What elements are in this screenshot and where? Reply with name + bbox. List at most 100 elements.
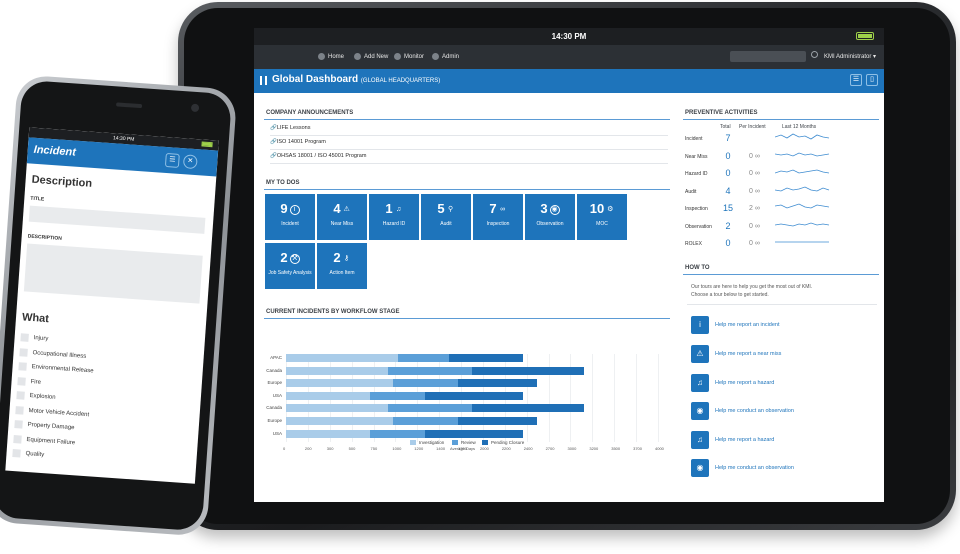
nav-home-label: Home	[328, 53, 345, 60]
checkbox-option[interactable]: Motor Vehicle Accident	[15, 405, 89, 419]
howto-item[interactable]: ⚠ Help me report a near miss	[691, 345, 879, 367]
row-total: 0	[725, 150, 731, 161]
bar-row	[286, 366, 584, 375]
todo-tile-moc[interactable]: 10 ⚙ MOC	[577, 194, 627, 240]
search-input[interactable]	[730, 51, 806, 62]
checkbox[interactable]	[20, 333, 29, 342]
x-tick-label: 3000	[567, 446, 577, 452]
user-menu[interactable]: KMI Administrator ▾	[823, 54, 876, 60]
preventive-row[interactable]: Incident 7	[685, 130, 884, 147]
checkbox[interactable]	[12, 449, 21, 458]
bar-segment-review	[369, 391, 426, 400]
tile-label: Incident	[281, 221, 299, 227]
checkbox-option[interactable]: Fire	[17, 376, 41, 387]
row-per-incident: 0 ∞	[749, 240, 760, 247]
preventive-row[interactable]: Hazard ID 0 0 ∞	[685, 165, 884, 182]
menu-button[interactable]: ☰	[850, 74, 862, 86]
row-total: 0	[725, 168, 731, 178]
checkbox[interactable]	[17, 376, 26, 386]
howto-intro: Our tours are here to help you get the m…	[691, 284, 813, 290]
x-tick-label: 750	[370, 446, 378, 452]
nav-monitor-label: Monitor	[404, 53, 425, 60]
admin-icon	[432, 53, 439, 60]
bar-segment-pending-closure	[425, 391, 524, 400]
title-label: TITLE	[30, 195, 45, 203]
menu-button[interactable]: ☰	[164, 152, 180, 168]
bar-segment-investigation	[286, 391, 370, 400]
sparkline-path	[775, 186, 830, 191]
book-button[interactable]: ▯	[866, 74, 878, 86]
howto-label: Help me report an incident	[715, 322, 780, 328]
todo-tile-audit[interactable]: 5 ⚲ Audit	[421, 194, 471, 240]
description-textarea[interactable]	[23, 243, 203, 304]
announcement-item[interactable]: 🔗LIFE Lessons	[270, 122, 668, 136]
grid-line	[658, 354, 659, 443]
checkbox[interactable]	[14, 420, 23, 429]
nav-admin[interactable]: Admin	[432, 53, 459, 60]
preventive-row[interactable]: Inspection 15 2 ∞	[685, 200, 884, 217]
divider	[264, 119, 670, 120]
todo-tile-hazard-id[interactable]: 1 ♫ Hazard ID	[369, 194, 419, 240]
howto-item[interactable]: ♫ Help me report a hazard	[691, 374, 879, 396]
nav-monitor[interactable]: Monitor	[394, 53, 424, 60]
checkbox[interactable]	[13, 434, 22, 444]
bar-row	[286, 429, 524, 438]
bar-segment-pending-closure	[458, 379, 538, 388]
tile-label: MOC	[596, 221, 608, 227]
x-tick-label: 1200	[414, 446, 424, 452]
sparkline	[775, 241, 829, 243]
checkbox-option[interactable]: Occupational Illness	[19, 347, 86, 361]
speaker	[115, 102, 143, 109]
preventive-row[interactable]: Near Miss 0 0 ∞	[685, 148, 884, 165]
howto-item[interactable]: ◉ Help me conduct an observation	[691, 459, 879, 481]
preventive-row[interactable]: Audit 4 0 ∞	[685, 183, 884, 200]
howto-item[interactable]: ◉ Help me conduct an observation	[691, 402, 879, 424]
legend-swatch	[482, 440, 488, 445]
preventive-row[interactable]: Observation 2 0 ∞	[685, 218, 884, 235]
checkbox[interactable]	[19, 347, 28, 357]
close-button[interactable]: ✕	[182, 154, 198, 170]
checkbox[interactable]	[18, 362, 27, 371]
info-icon: i	[691, 316, 709, 334]
announcement-item[interactable]: 🔗ISO 14001 Program	[270, 136, 668, 150]
todo-tile-job-safety-analysis[interactable]: 2 ⚒ Job Safety Analysis	[265, 243, 315, 289]
grid-line	[570, 354, 572, 443]
nav-home[interactable]: Home	[318, 53, 344, 60]
bar-segment-investigation	[286, 429, 370, 438]
bar-segment-investigation	[286, 354, 398, 362]
todo-tile-observation[interactable]: 3 ◉ Observation	[525, 194, 575, 240]
title-input[interactable]	[28, 205, 206, 234]
checkbox-option[interactable]: Equipment Failure	[13, 434, 75, 447]
battery-icon	[856, 32, 874, 40]
announcement-item[interactable]: 🔗OHSAS 18001 / ISO 45001 Program	[270, 150, 668, 164]
preventive-row[interactable]: ROLEX 0 0 ∞	[685, 235, 884, 252]
howto-item[interactable]: ♫ Help me report a hazard	[691, 431, 879, 453]
todo-tile-inspection[interactable]: 7 ∞ Inspection	[473, 194, 523, 240]
checkbox-option[interactable]: Injury	[20, 333, 48, 343]
tile-label: Audit	[440, 221, 452, 227]
checkbox-option[interactable]: Environmental Release	[18, 362, 94, 375]
x-tick-label: 3200	[589, 446, 599, 452]
page-title: Global Dashboard (GLOBAL HEADQUARTERS)	[272, 74, 440, 85]
checkbox[interactable]	[16, 391, 25, 400]
x-axis-label: Average Days	[450, 446, 476, 451]
nav-add-new[interactable]: Add New	[354, 53, 388, 60]
checkbox-label: Quality	[25, 450, 45, 459]
howto-item[interactable]: i Help me report an incident	[691, 316, 879, 338]
bar-segment-review	[369, 429, 426, 438]
todo-tile-action-item[interactable]: 2 ⚷ Action Item	[317, 243, 367, 289]
workflow-heading: CURRENT INCIDENTS BY WORKFLOW STAGE	[266, 309, 400, 315]
checkbox[interactable]	[15, 405, 24, 415]
todo-tile-near-miss[interactable]: 4 ⚠ Near Miss	[317, 194, 367, 240]
magnify-icon: ⚲	[448, 205, 454, 213]
search-icon[interactable]	[811, 51, 818, 58]
checkbox-option[interactable]: Explosion	[16, 391, 56, 402]
info-icon: i	[289, 204, 300, 215]
checkbox-option[interactable]: Property Damage	[14, 420, 75, 432]
bar-segment-pending-closure	[425, 429, 524, 438]
checkbox-option[interactable]: Quality	[12, 449, 44, 459]
sparkline	[775, 186, 830, 191]
bar-segment-pending-closure	[448, 354, 524, 362]
howto-heading: HOW TO	[685, 265, 710, 271]
todo-tile-incident[interactable]: 9 i Incident	[265, 194, 315, 240]
